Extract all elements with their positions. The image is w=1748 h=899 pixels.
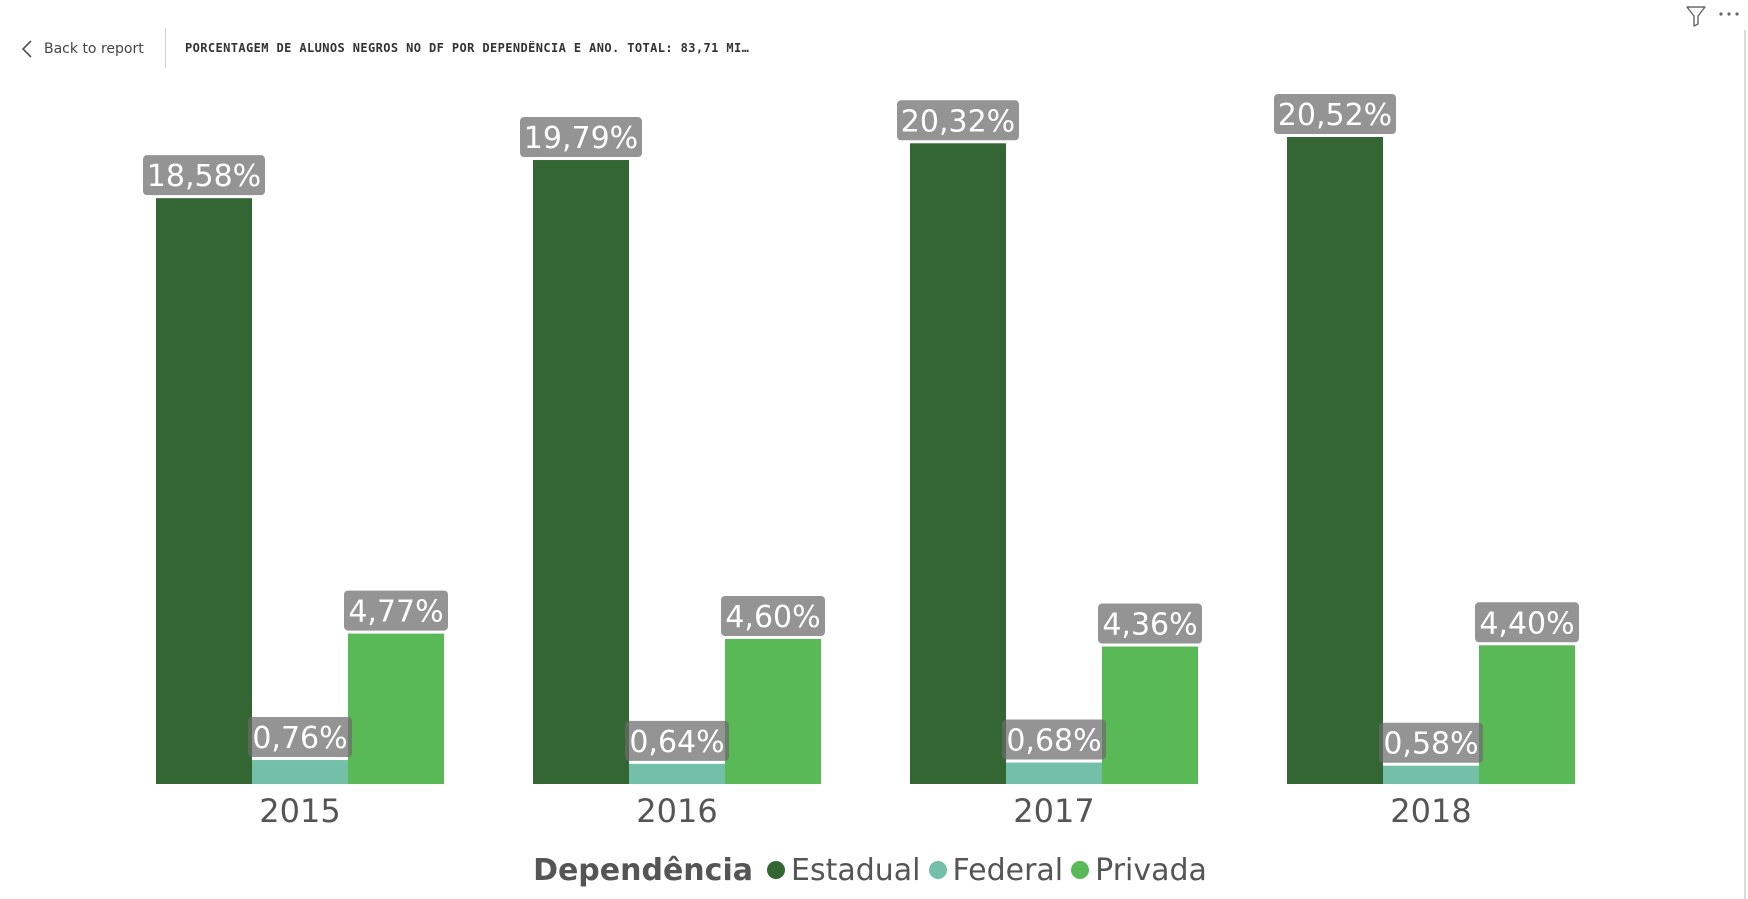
data-label-bg-estadual-2017 bbox=[897, 100, 1019, 141]
legend-dot-privada bbox=[1071, 861, 1090, 879]
legend-item-estadual[interactable]: Estadual bbox=[766, 852, 921, 888]
data-label-privada-2015: 4,77% bbox=[348, 595, 443, 630]
data-label-bg-privada-2015 bbox=[344, 590, 448, 631]
legend-dot-estadual bbox=[766, 861, 785, 879]
filter-icon[interactable] bbox=[1684, 4, 1708, 28]
data-label-federal-2018: 0,58% bbox=[1383, 727, 1478, 762]
x-tick-label-2015: 2015 bbox=[259, 792, 340, 830]
data-label-privada-2016: 4,60% bbox=[725, 600, 820, 635]
x-tick-label-2017: 2017 bbox=[1013, 792, 1094, 830]
bar-federal-2017[interactable] bbox=[1006, 762, 1102, 784]
header-divider bbox=[165, 28, 166, 68]
back-to-report-label: Back to report bbox=[44, 41, 144, 57]
data-label-bg-privada-2016 bbox=[721, 595, 825, 636]
data-label-bg-federal-2015 bbox=[248, 717, 352, 758]
legend-item-privada[interactable]: Privada bbox=[1071, 853, 1207, 888]
data-label-estadual-2017: 20,32% bbox=[901, 104, 1015, 139]
data-label-estadual-2015: 18,58% bbox=[147, 159, 261, 194]
legend: Dependência Estadual Federal Privada bbox=[0, 848, 1748, 892]
data-label-bg-federal-2017 bbox=[1002, 719, 1106, 760]
bar-privada-2018[interactable] bbox=[1479, 645, 1575, 784]
data-label-federal-2016: 0,64% bbox=[629, 725, 724, 760]
data-label-estadual-2018: 20,52% bbox=[1278, 98, 1392, 133]
data-label-bg-privada-2018 bbox=[1475, 602, 1579, 643]
chevron-left-icon bbox=[21, 40, 32, 58]
data-label-federal-2015: 0,76% bbox=[252, 721, 347, 756]
legend-label-privada: Privada bbox=[1095, 852, 1207, 888]
bar-estadual-2015[interactable] bbox=[156, 198, 252, 785]
bar-federal-2015[interactable] bbox=[252, 760, 348, 784]
data-label-estadual-2016: 19,79% bbox=[524, 121, 638, 156]
data-label-bg-privada-2017 bbox=[1098, 603, 1202, 644]
legend-item-federal[interactable]: Federal bbox=[928, 852, 1064, 888]
bar-federal-2016[interactable] bbox=[629, 763, 725, 784]
more-options-icon[interactable] bbox=[1716, 0, 1742, 26]
legend-label-federal: Federal bbox=[952, 852, 1064, 888]
x-tick-label-2016: 2016 bbox=[636, 792, 717, 830]
bar-privada-2015[interactable] bbox=[348, 633, 444, 784]
bar-estadual-2016[interactable] bbox=[533, 160, 629, 784]
data-label-privada-2018: 4,40% bbox=[1479, 606, 1574, 641]
page-title: PORCENTAGEM DE ALUNOS NEGROS NO DF POR D… bbox=[185, 41, 750, 55]
data-label-privada-2017: 4,36% bbox=[1102, 608, 1197, 643]
bar-privada-2016[interactable] bbox=[725, 638, 821, 784]
data-label-bg-estadual-2016 bbox=[520, 117, 642, 158]
legend-title: Dependência bbox=[533, 852, 753, 888]
right-border bbox=[1744, 30, 1746, 899]
legend-dot-federal bbox=[928, 861, 947, 879]
legend-label-estadual: Estadual bbox=[790, 852, 921, 888]
bar-estadual-2017[interactable] bbox=[910, 143, 1006, 785]
data-label-bg-federal-2018 bbox=[1379, 722, 1483, 763]
back-to-report-button[interactable]: Back to report bbox=[18, 36, 144, 62]
data-label-bg-federal-2016 bbox=[625, 720, 729, 761]
x-tick-label-2018: 2018 bbox=[1390, 792, 1471, 830]
bar-federal-2018[interactable] bbox=[1383, 765, 1479, 784]
bar-estadual-2018[interactable] bbox=[1287, 137, 1383, 784]
data-label-bg-estadual-2018 bbox=[1274, 94, 1396, 134]
data-label-federal-2017: 0,68% bbox=[1006, 724, 1101, 759]
data-label-bg-estadual-2015 bbox=[143, 155, 265, 196]
bar-privada-2017[interactable] bbox=[1102, 646, 1198, 784]
